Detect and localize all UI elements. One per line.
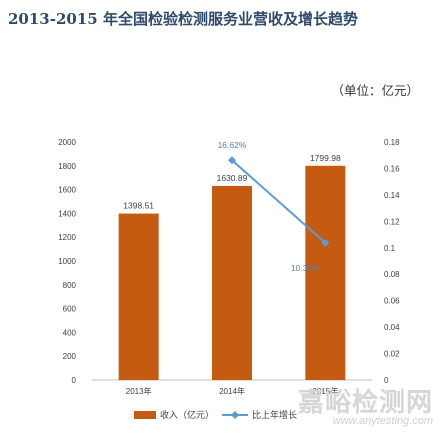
chart-title: 2013-2015 年全国检验检测服务业营收及增长趋势 xyxy=(8,10,358,28)
legend-line-marker xyxy=(231,411,239,419)
legend-bar-label: 收入（亿元） xyxy=(160,409,214,420)
x-tick-label: 2015年 xyxy=(312,386,338,396)
legend-bar-swatch xyxy=(134,411,156,419)
y-left-tick-label: 1200 xyxy=(58,233,76,242)
bar-value-label: 1398.51 xyxy=(123,201,154,211)
y-right-tick-label: 0.02 xyxy=(384,350,400,359)
bar xyxy=(305,165,346,380)
growth-point xyxy=(321,238,330,247)
y-right-tick-label: 0.14 xyxy=(384,191,400,200)
growth-value-label: 16.62% xyxy=(218,140,247,150)
x-tick-label: 2014年 xyxy=(219,386,245,396)
y-left-tick-label: 1600 xyxy=(58,186,76,195)
y-left-tick-label: 400 xyxy=(63,328,77,337)
y-right-tick-label: 0 xyxy=(384,376,389,385)
watermark-url: www.anytesting.com xyxy=(332,415,433,428)
unit-label: （单位：亿元） xyxy=(331,83,419,98)
bar-value-label: 1799.98 xyxy=(310,153,341,163)
legend-line-label: 比上年增长 xyxy=(252,409,297,420)
growth-value-label: 10.37% xyxy=(291,263,320,273)
y-right-tick-label: 0.04 xyxy=(384,323,400,332)
y-left-tick-label: 800 xyxy=(63,281,77,290)
bar xyxy=(118,213,159,380)
y-left-tick-label: 1800 xyxy=(58,162,76,171)
y-left-tick-label: 200 xyxy=(63,352,77,361)
bar-value-label: 1630.89 xyxy=(217,173,248,183)
growth-point xyxy=(228,156,236,165)
watermark-text: 嘉峪检测网 xyxy=(297,387,433,418)
x-tick-label: 2013年 xyxy=(126,386,152,396)
y-left-tick-label: 1000 xyxy=(58,257,76,266)
y-left-tick-label: 2000 xyxy=(58,138,76,147)
bar xyxy=(212,185,252,380)
y-right-tick-label: 0.18 xyxy=(384,138,400,147)
y-right-tick-label: 0.16 xyxy=(384,164,400,173)
growth-line xyxy=(231,159,326,244)
y-right-tick-label: 0.12 xyxy=(384,217,400,226)
y-right-tick-label: 0.08 xyxy=(384,270,400,279)
watermark: 嘉峪检测网 www.anytesting.com xyxy=(297,387,433,428)
y-left-tick-label: 1400 xyxy=(58,209,76,218)
y-left-tick-label: 0 xyxy=(72,376,77,385)
y-right-tick-label: 0.06 xyxy=(384,297,400,306)
y-right-tick-label: 0.1 xyxy=(384,244,396,253)
y-left-tick-label: 600 xyxy=(63,305,77,314)
